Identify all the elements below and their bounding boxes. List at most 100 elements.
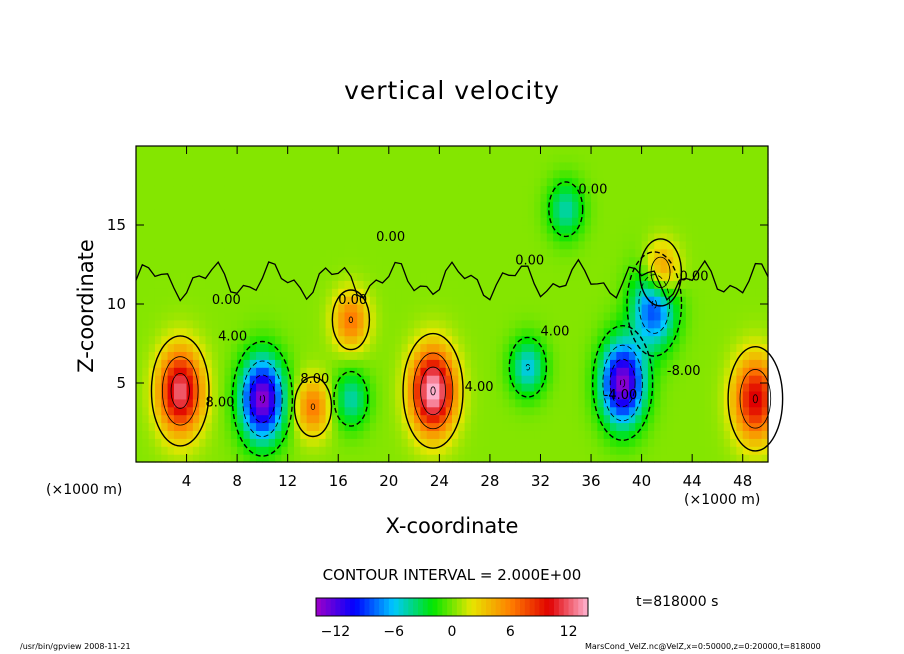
heat-cell [331, 390, 339, 400]
heat-cell [180, 398, 188, 408]
heat-cell [578, 225, 586, 234]
heat-cell [452, 161, 459, 171]
heat-cell [148, 264, 156, 273]
heat-cell [325, 280, 333, 289]
heat-cell [376, 343, 384, 352]
heat-cell [508, 217, 516, 226]
heat-cell [205, 438, 213, 447]
heat-cell [470, 438, 478, 447]
heat-cell [388, 288, 396, 297]
heat-cell [698, 319, 706, 329]
heat-cell [527, 367, 535, 376]
heat-cell [540, 264, 548, 273]
heat-cell [218, 240, 226, 250]
heat-cell [395, 438, 403, 447]
heat-cell [565, 240, 573, 250]
heat-cell [243, 146, 251, 155]
heat-cell [142, 351, 150, 360]
heat-cell [452, 414, 459, 424]
heat-cell [218, 225, 226, 234]
x-tick-label: 40 [632, 472, 651, 490]
heat-cell [312, 383, 320, 392]
heat-cell [502, 390, 510, 400]
heat-cell [357, 177, 365, 187]
heat-cell [527, 446, 535, 455]
heat-cell [325, 169, 333, 179]
heat-cell [641, 185, 649, 194]
colorbar-segment [393, 598, 399, 616]
heat-cell [692, 375, 700, 384]
colorbar-segment [320, 598, 327, 616]
heat-cell [628, 193, 636, 202]
heat-cell [673, 343, 681, 352]
heat-cell [142, 406, 150, 416]
heat-cell [243, 248, 251, 258]
heat-cell [186, 161, 194, 171]
heat-cell [679, 169, 687, 179]
heat-cell [717, 161, 725, 171]
heat-cell [363, 446, 371, 455]
heat-cell [230, 343, 238, 352]
heat-cell [584, 375, 592, 384]
heat-cell [161, 367, 169, 376]
heat-cell [401, 438, 409, 447]
heat-cell [483, 335, 491, 345]
heat-cell [300, 288, 308, 297]
heat-cell [622, 225, 630, 234]
heat-cell [591, 335, 598, 345]
heat-cell [496, 398, 504, 408]
heat-cell [382, 256, 390, 266]
heat-cell [527, 153, 535, 163]
heat-cell [312, 169, 320, 179]
heat-cell [237, 240, 245, 250]
heat-cell [508, 359, 516, 368]
heat-cell [464, 280, 472, 289]
heat-cell [325, 217, 333, 226]
heat-cell [363, 304, 371, 313]
heat-cell [388, 454, 396, 463]
heat-cell [698, 343, 706, 352]
heat-cell [616, 398, 624, 408]
heat-cell [161, 217, 169, 226]
heat-cell [325, 438, 333, 447]
heat-cell [464, 193, 472, 202]
heat-cell [433, 367, 440, 376]
heat-cell [287, 454, 295, 463]
heat-cell [205, 422, 213, 431]
heat-cell [603, 327, 611, 337]
heat-cell [546, 209, 554, 218]
heat-cell [572, 264, 579, 273]
heat-cell [546, 177, 554, 187]
heat-cell [660, 272, 668, 281]
heat-cell [306, 225, 314, 234]
heat-cell [161, 153, 169, 163]
heat-cell [256, 209, 263, 218]
heat-cell [749, 169, 756, 179]
heat-cell [603, 217, 611, 226]
heat-cell [553, 327, 561, 337]
heat-cell [319, 375, 327, 384]
heat-cell [275, 209, 282, 218]
heat-cell [401, 264, 409, 273]
heat-cell [388, 343, 396, 352]
heat-cell [742, 256, 750, 266]
heat-cell [502, 256, 510, 266]
heat-cell [154, 454, 162, 463]
heat-cell [704, 185, 712, 194]
heat-cell [420, 280, 428, 289]
heat-cell [338, 438, 346, 447]
heat-cell [730, 240, 737, 250]
heat-cell [218, 335, 226, 345]
heat-cell [357, 248, 365, 258]
heat-cell [704, 209, 712, 218]
heat-cell [154, 304, 162, 313]
heatmap-cells [136, 146, 769, 463]
heat-cell [673, 319, 681, 329]
heat-cell [407, 454, 415, 463]
heat-cell [445, 422, 453, 431]
heat-cell [338, 169, 346, 179]
heat-cell [249, 161, 257, 171]
heat-cell [218, 446, 226, 455]
heat-cell [224, 146, 232, 155]
heat-cell [742, 296, 750, 305]
